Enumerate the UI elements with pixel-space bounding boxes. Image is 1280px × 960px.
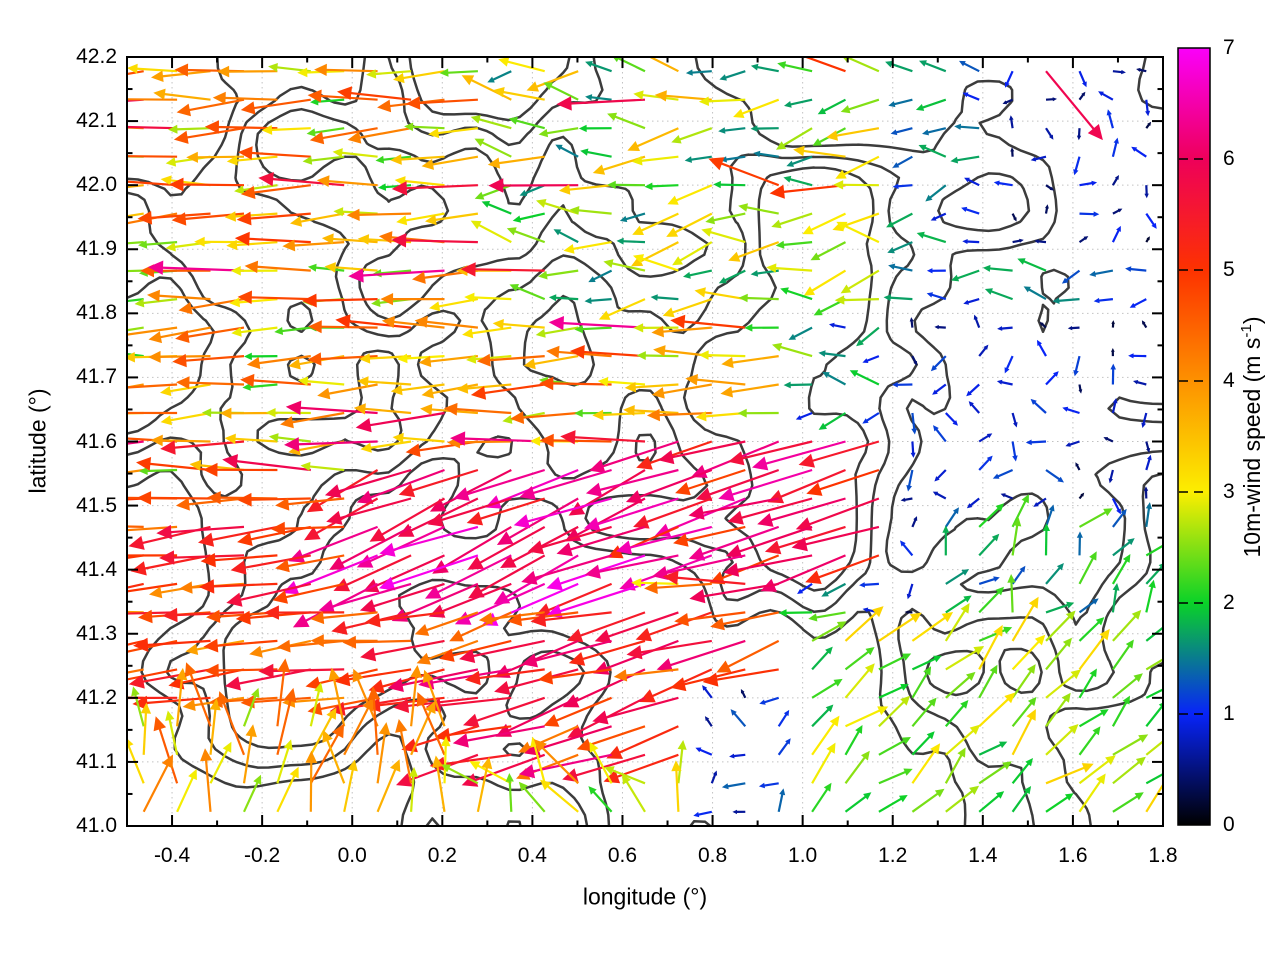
colorbar — [1177, 47, 1211, 826]
x-tick-label: 1.4 — [968, 844, 998, 867]
colorbar-tick-label: 1 — [1223, 702, 1235, 725]
y-tick-label: 42.2 — [76, 45, 117, 68]
x-tick-label: -0.2 — [244, 844, 281, 867]
colorbar-tick-label: 0 — [1223, 813, 1235, 836]
y-tick-label: 41.4 — [76, 557, 117, 581]
x-tick-label: 0.4 — [517, 844, 547, 867]
y-tick-label: 41.9 — [76, 237, 117, 261]
y-tick-label: 42.1 — [76, 109, 117, 133]
x-tick-label: 1.6 — [1058, 844, 1088, 867]
y-tick-label: 41.6 — [76, 429, 117, 453]
y-tick-label: 42.0 — [76, 173, 117, 197]
x-tick-label: 1.0 — [788, 844, 818, 867]
colorbar-tick-label: 4 — [1223, 369, 1235, 392]
x-axis-label: longitude (°) — [582, 883, 708, 910]
colorbar-label-superscript: -1 — [1238, 324, 1256, 338]
y-tick-label: 41.2 — [76, 685, 117, 709]
wind-arrows — [127, 57, 1163, 818]
colorbar-tick-label: 2 — [1223, 591, 1235, 614]
x-tick-label: 0.8 — [697, 844, 728, 867]
x-tick-label: 1.8 — [1148, 844, 1178, 867]
colorbar-label-close: ) — [1238, 316, 1265, 325]
y-tick-label: 41.7 — [76, 365, 117, 389]
x-tick-label: 0.2 — [427, 844, 457, 867]
y-tick-label: 41.3 — [76, 621, 117, 645]
x-tick-label: 0.6 — [607, 844, 638, 867]
x-tick-label: 1.2 — [878, 844, 908, 867]
colorbar-label: 10m-wind speed (m s-1) — [1238, 316, 1266, 557]
colorbar-tick-label: 3 — [1223, 480, 1235, 503]
colorbar-tick-label: 5 — [1223, 258, 1235, 281]
colorbar-tick-label: 7 — [1223, 36, 1235, 59]
plot-area — [126, 56, 1164, 827]
y-tick-label: 41.5 — [76, 493, 117, 517]
y-tick-label: 41.1 — [76, 749, 117, 773]
x-tick-label: 0.0 — [337, 844, 367, 867]
colorbar-tick-label: 6 — [1223, 147, 1235, 170]
plot-frame — [126, 56, 1164, 827]
y-tick-label: 41.0 — [76, 814, 117, 837]
colorbar-label-main: 10m-wind speed (m s — [1238, 337, 1265, 558]
y-tick-label: 41.8 — [76, 301, 117, 325]
x-tick-label: -0.4 — [153, 844, 191, 867]
